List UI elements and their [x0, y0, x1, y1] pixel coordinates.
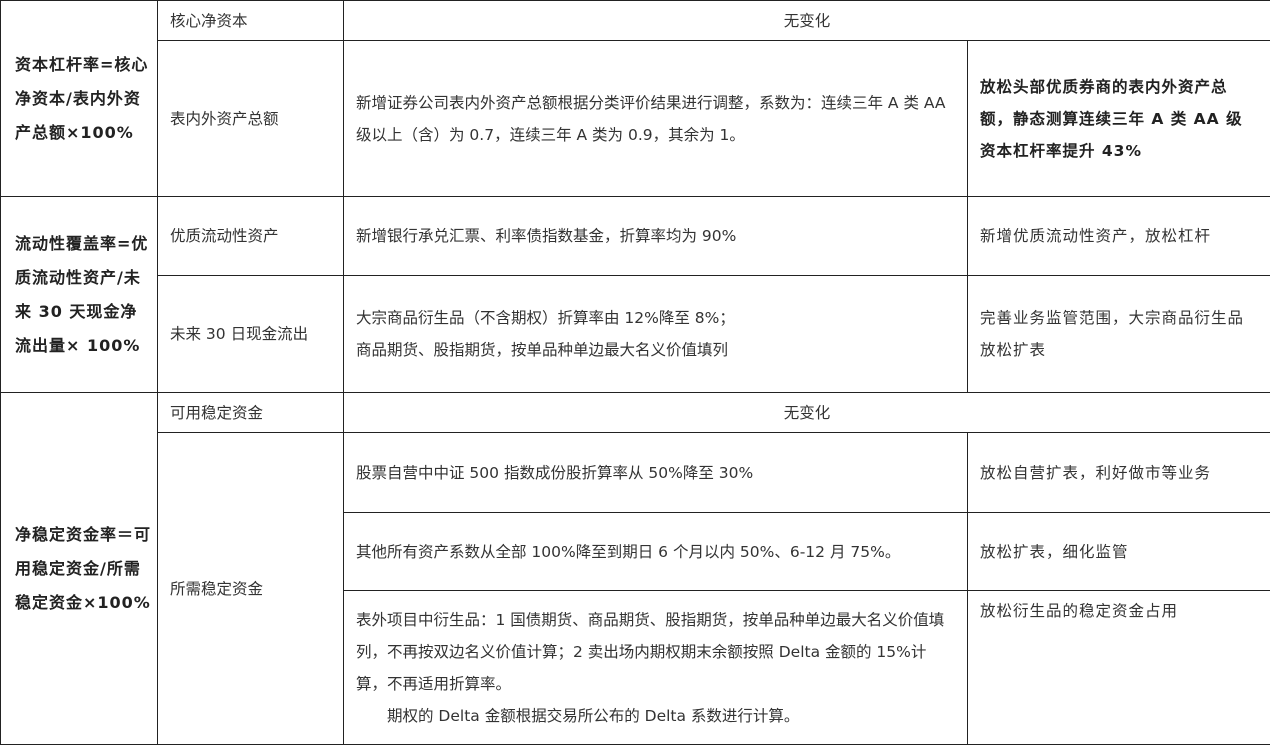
impact-text: 放松扩表，细化监管	[968, 513, 1270, 591]
impact-text: 放松头部优质券商的表内外资产总额，静态测算连续三年 A 类 AA 级资本杠杆率提…	[968, 41, 1270, 197]
metric-liquidity: 流动性覆盖率=优质流动性资产/未来 30 天现金净流出量× 100%	[1, 197, 158, 393]
change-note: 期权的 Delta 金额根据交易所公布的 Delta 系数进行计算。	[356, 700, 955, 732]
table-row: 净稳定资金率＝可用稳定资金/所需稳定资金×100% 可用稳定资金 无变化	[1, 393, 1270, 433]
impact-text: 新增优质流动性资产，放松杠杆	[968, 197, 1270, 276]
change-line: 商品期货、股指期货，按单品种单边最大名义价值填列	[356, 334, 955, 366]
change-text: 无变化	[344, 393, 1270, 433]
impact-text: 放松自营扩表，利好做市等业务	[968, 433, 1270, 513]
change-text: 新增银行承兑汇票、利率债指数基金，折算率均为 90%	[344, 197, 968, 276]
change-text: 其他所有资产系数从全部 100%降至到期日 6 个月以内 50%、6-12 月 …	[344, 513, 968, 591]
impact-text: 完善业务监管范围，大宗商品衍生品放松扩表	[968, 276, 1270, 393]
change-text: 新增证券公司表内外资产总额根据分类评价结果进行调整，系数为：连续三年 A 类 A…	[344, 41, 968, 197]
table-row: 所需稳定资金 股票自营中中证 500 指数成份股折算率从 50%降至 30% 放…	[1, 433, 1270, 513]
item-name: 核心净资本	[158, 1, 344, 41]
impact-text: 放松衍生品的稳定资金占用	[968, 591, 1270, 745]
metric-nsfr: 净稳定资金率＝可用稳定资金/所需稳定资金×100%	[1, 393, 158, 745]
item-name: 可用稳定资金	[158, 393, 344, 433]
change-body: 表外项目中衍生品：1 国债期货、商品期货、股指期货，按单品种单边最大名义价值填列…	[356, 611, 944, 693]
change-text: 大宗商品衍生品（不含期权）折算率由 12%降至 8%； 商品期货、股指期货，按单…	[344, 276, 968, 393]
change-text: 股票自营中中证 500 指数成份股折算率从 50%降至 30%	[344, 433, 968, 513]
change-line: 大宗商品衍生品（不含期权）折算率由 12%降至 8%；	[356, 302, 955, 334]
item-name: 优质流动性资产	[158, 197, 344, 276]
item-name: 所需稳定资金	[158, 433, 344, 745]
table-row: 资本杠杆率=核心净资本/表内外资产总额×100% 核心净资本 无变化	[1, 1, 1270, 41]
table-row: 表内外资产总额 新增证券公司表内外资产总额根据分类评价结果进行调整，系数为：连续…	[1, 41, 1270, 197]
table-row: 流动性覆盖率=优质流动性资产/未来 30 天现金净流出量× 100% 优质流动性…	[1, 197, 1270, 276]
table-row: 未来 30 日现金流出 大宗商品衍生品（不含期权）折算率由 12%降至 8%； …	[1, 276, 1270, 393]
change-text: 表外项目中衍生品：1 国债期货、商品期货、股指期货，按单品种单边最大名义价值填列…	[344, 591, 968, 745]
metric-leverage: 资本杠杆率=核心净资本/表内外资产总额×100%	[1, 1, 158, 197]
item-name: 表内外资产总额	[158, 41, 344, 197]
change-text: 无变化	[344, 1, 1270, 41]
item-name: 未来 30 日现金流出	[158, 276, 344, 393]
